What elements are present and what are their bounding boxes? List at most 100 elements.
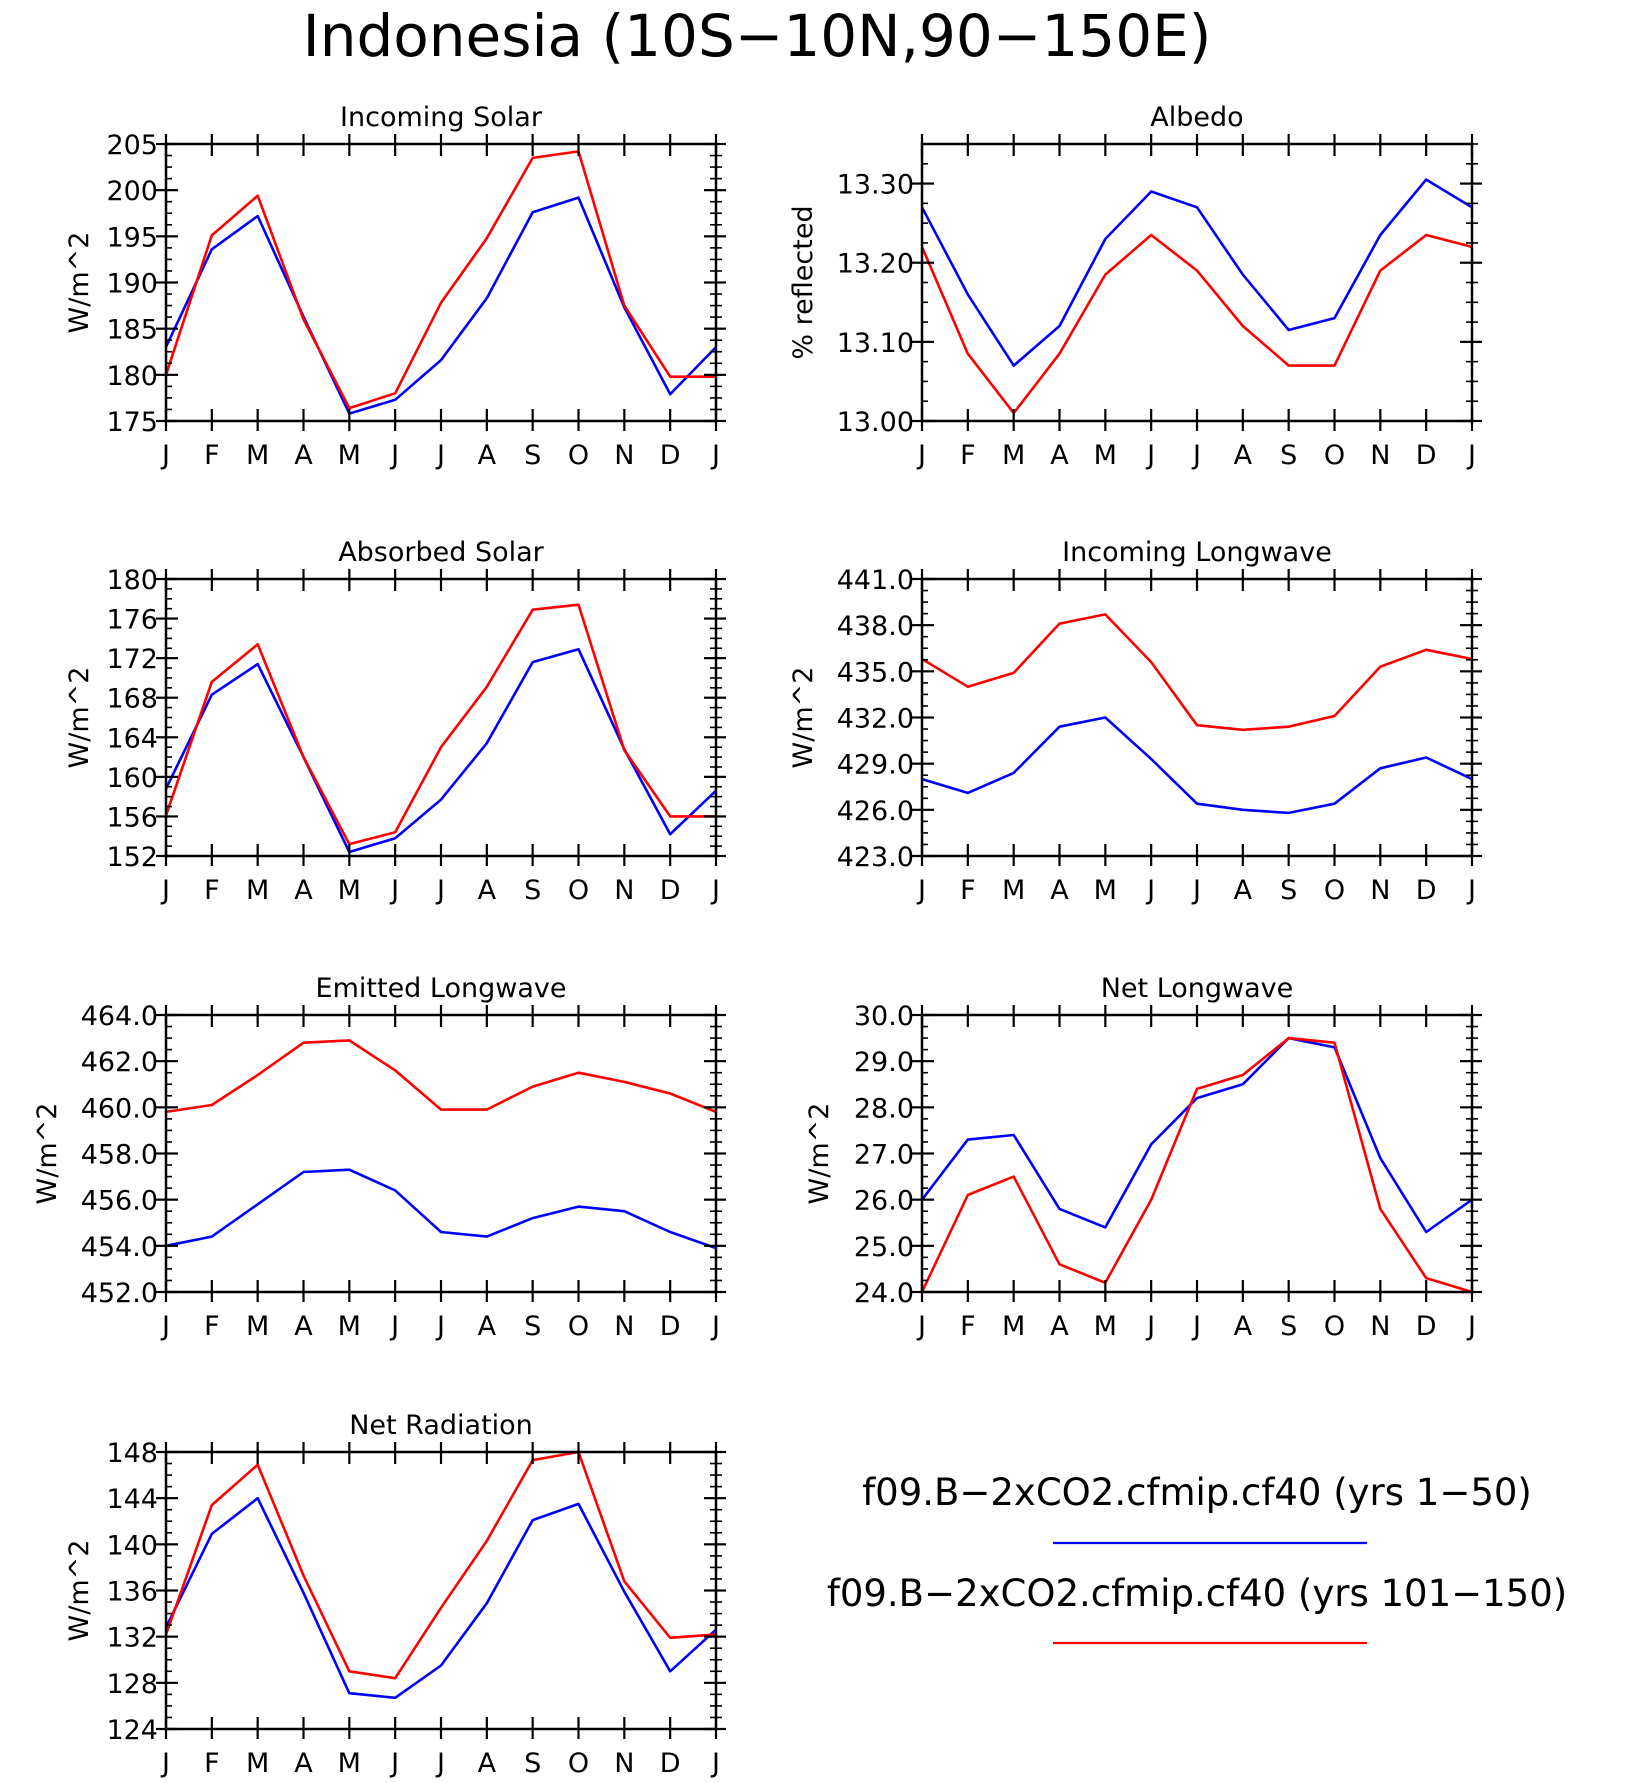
series-line-2 (920, 233, 1473, 415)
series-line-2 (164, 603, 716, 846)
x-tick-label: M (1002, 440, 1025, 471)
x-tick-label: J (1191, 1311, 1201, 1342)
y-tick-label: 160 (106, 763, 158, 794)
series-line-2 (920, 1036, 1473, 1294)
x-tick-label: J (160, 1748, 170, 1779)
y-tick-label: 180 (106, 565, 158, 596)
y-axis-label: W/m^2 (788, 667, 819, 769)
y-tick-label: 458.0 (81, 1140, 158, 1171)
y-tick-label: 460.0 (81, 1093, 158, 1124)
series-line-2 (921, 613, 1473, 732)
x-tick-label: D (660, 440, 681, 471)
x-tick-label: M (246, 1748, 269, 1779)
x-tick-label: J (389, 1748, 399, 1779)
x-tick-label: A (294, 1311, 313, 1342)
y-tick-label: 429.0 (837, 750, 914, 781)
panel-title: Emitted Longwave (316, 973, 567, 1004)
x-tick-label: O (568, 440, 589, 471)
x-tick-label: M (338, 875, 361, 906)
x-tick-label: S (1280, 440, 1297, 471)
y-tick-label: 438.0 (837, 611, 914, 642)
y-tick-label: 13.00 (837, 407, 914, 438)
y-tick-label: 205 (106, 130, 158, 161)
y-tick-label: 140 (106, 1530, 158, 1561)
y-tick-label: 462.0 (81, 1047, 158, 1078)
x-tick-label: J (160, 1311, 170, 1342)
y-tick-label: 452.0 (81, 1278, 158, 1309)
y-tick-label: 28.0 (854, 1093, 914, 1124)
y-tick-label: 148 (106, 1438, 158, 1469)
y-axis-label: W/m^2 (64, 667, 95, 769)
series-line-1 (164, 647, 717, 854)
panels: J F M A M J J A S O N D J175180185190195200205Incomi… (32, 102, 1482, 1779)
x-tick-label: M (246, 440, 269, 471)
y-axis-label: W/m^2 (32, 1103, 63, 1205)
y-tick-label: 195 (106, 222, 158, 253)
x-tick-label: O (1324, 875, 1345, 906)
x-tick-label: N (1370, 1311, 1390, 1342)
x-tick-label: J (1191, 440, 1201, 471)
x-tick-label: O (568, 1311, 589, 1342)
y-tick-label: 456.0 (81, 1186, 158, 1217)
x-tick-label: J (160, 875, 170, 906)
y-tick-label: 30.0 (854, 1001, 914, 1032)
panel-title: Incoming Solar (340, 102, 543, 133)
x-tick-label: D (1416, 875, 1437, 906)
x-tick-label: J (1466, 1311, 1476, 1342)
x-tick-label: N (1370, 440, 1390, 471)
y-tick-label: 26.0 (854, 1186, 914, 1217)
x-tick-label: M (338, 1748, 361, 1779)
plot-frame (164, 1013, 718, 1294)
x-tick-label: J (916, 440, 926, 471)
plot-frame (920, 142, 1474, 423)
x-tick-label: D (1416, 440, 1437, 471)
series-line-1 (164, 1496, 717, 1700)
x-tick-label: S (1280, 875, 1297, 906)
series-line-1 (920, 1036, 1473, 1234)
y-tick-label: 426.0 (837, 796, 914, 827)
x-tick-label: A (294, 1748, 313, 1779)
x-tick-label: F (204, 1311, 220, 1342)
y-tick-label: 144 (106, 1484, 158, 1515)
x-tick-label: M (1094, 440, 1117, 471)
x-tick-label: J (710, 875, 720, 906)
panel-title: Incoming Longwave (1062, 537, 1332, 568)
x-tick-label: M (1094, 875, 1117, 906)
x-tick-label: O (568, 1748, 589, 1779)
y-tick-label: 13.20 (837, 249, 914, 280)
panel-title: Net Longwave (1101, 973, 1294, 1004)
x-tick-label: A (1050, 1311, 1069, 1342)
y-tick-label: 168 (106, 684, 158, 715)
x-tick-label: F (204, 875, 220, 906)
panel-absorbed-solar: J F M A M J J A S O N D J152156160164168172176180Abs… (64, 537, 726, 906)
y-axis-label: W/m^2 (804, 1103, 835, 1205)
x-tick-label: F (960, 1311, 976, 1342)
y-tick-label: 13.30 (837, 170, 914, 201)
x-tick-label: M (338, 440, 361, 471)
panel-net-longwave: J F M A M J J A S O N D J24.025.026.027.028.029.030.… (804, 973, 1482, 1342)
y-tick-label: 180 (106, 361, 158, 392)
x-tick-label: D (660, 1311, 681, 1342)
x-tick-label: S (524, 1311, 541, 1342)
y-tick-label: 29.0 (854, 1047, 914, 1078)
plot-frame (164, 577, 718, 858)
x-tick-label: J (160, 440, 170, 471)
x-tick-label: A (1050, 440, 1069, 471)
x-tick-label: N (1370, 875, 1390, 906)
x-tick-label: N (614, 440, 634, 471)
y-tick-label: 176 (106, 605, 158, 636)
x-tick-label: J (389, 440, 399, 471)
x-tick-label: A (478, 1311, 497, 1342)
x-tick-label: S (524, 440, 541, 471)
x-tick-label: M (1094, 1311, 1117, 1342)
plot-frame (920, 1013, 1474, 1294)
x-tick-label: M (246, 875, 269, 906)
x-tick-label: F (960, 440, 976, 471)
x-tick-label: A (294, 875, 313, 906)
x-tick-label: J (435, 875, 445, 906)
y-tick-label: 423.0 (837, 842, 914, 873)
legend-label-1: f09.B−2xCO2.cfmip.cf40 (yrs 1−50) (862, 1471, 1532, 1514)
y-tick-label: 128 (106, 1669, 158, 1700)
